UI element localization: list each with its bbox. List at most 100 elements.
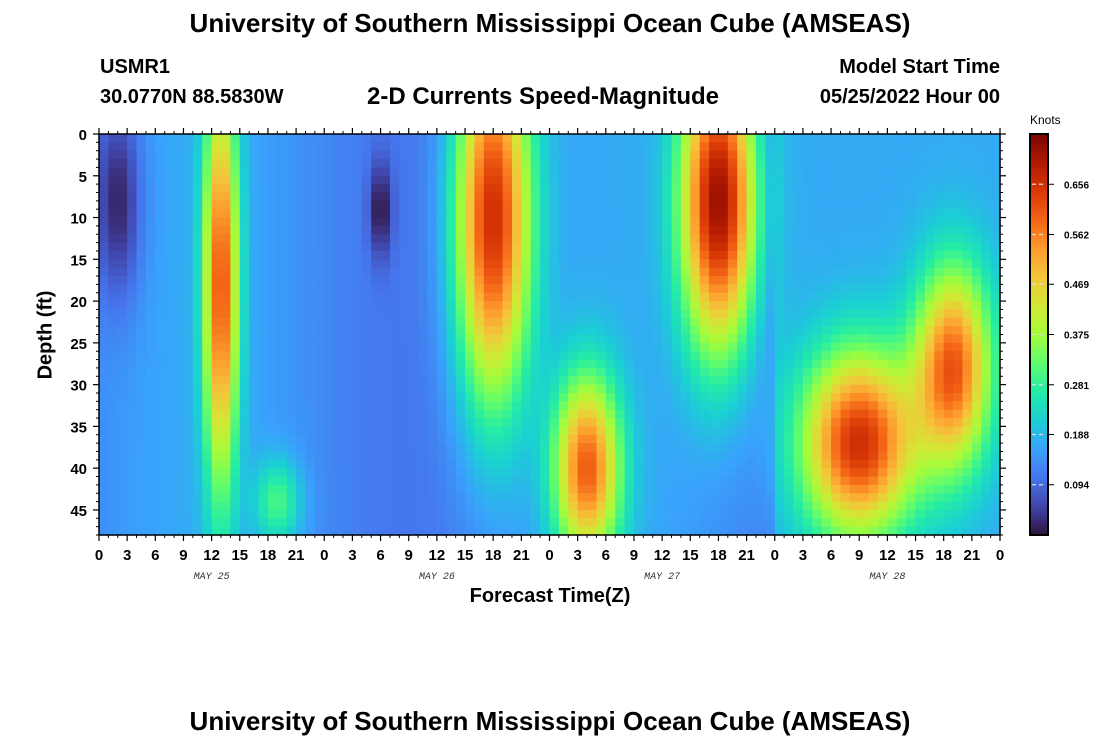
heatmap-cell bbox=[990, 192, 1001, 202]
heatmap-cell bbox=[127, 434, 138, 444]
heatmap-cell bbox=[915, 459, 926, 469]
heatmap-cell bbox=[859, 284, 870, 294]
heatmap-cell bbox=[934, 501, 945, 511]
heatmap-cell bbox=[615, 342, 626, 352]
heatmap-cell bbox=[305, 359, 316, 369]
heatmap-cell bbox=[690, 418, 701, 427]
heatmap-cell bbox=[906, 418, 917, 427]
heatmap-cell bbox=[389, 392, 400, 402]
heatmap-cell bbox=[615, 367, 626, 377]
heatmap-cell bbox=[277, 242, 288, 252]
heatmap-cell bbox=[389, 518, 400, 528]
heatmap-cell bbox=[380, 301, 391, 311]
heatmap-cell bbox=[690, 401, 701, 411]
heatmap-cell bbox=[596, 426, 607, 436]
heatmap-cell bbox=[483, 526, 494, 536]
heatmap-cell bbox=[427, 409, 438, 419]
heatmap-cell bbox=[699, 468, 710, 478]
heatmap-cell bbox=[352, 476, 363, 486]
heatmap-cell bbox=[493, 234, 504, 244]
heatmap-cell bbox=[840, 351, 851, 361]
heatmap-cell bbox=[408, 284, 419, 294]
heatmap-cell bbox=[408, 451, 419, 461]
heatmap-cell bbox=[765, 134, 776, 143]
heatmap-cell bbox=[465, 459, 476, 469]
heatmap-cell bbox=[953, 192, 964, 202]
heatmap-cell bbox=[568, 401, 579, 411]
heatmap-cell bbox=[99, 242, 109, 252]
heatmap-cell bbox=[183, 409, 194, 419]
heatmap-cell bbox=[577, 192, 588, 202]
heatmap-cell bbox=[568, 459, 579, 469]
heatmap-cell bbox=[915, 334, 926, 344]
heatmap-cell bbox=[643, 451, 654, 461]
heatmap-cell bbox=[727, 459, 738, 469]
heatmap-cell bbox=[896, 292, 907, 302]
heatmap-cell bbox=[127, 167, 138, 177]
heatmap-cell bbox=[896, 217, 907, 227]
heatmap-cell bbox=[577, 142, 588, 152]
heatmap-cell bbox=[774, 418, 785, 427]
x-tick-label: 21 bbox=[513, 547, 530, 564]
heatmap-cell bbox=[108, 484, 119, 494]
heatmap-cell bbox=[371, 292, 382, 302]
heatmap-cell bbox=[343, 376, 354, 386]
heatmap-cell bbox=[690, 392, 701, 402]
heatmap-cell bbox=[727, 409, 738, 419]
heatmap-cell bbox=[305, 401, 316, 411]
heatmap-cell bbox=[802, 518, 813, 528]
heatmap-cell bbox=[774, 359, 785, 369]
heatmap-cell bbox=[277, 175, 288, 185]
heatmap-cell bbox=[934, 259, 945, 269]
heatmap-cell bbox=[249, 326, 260, 336]
heatmap-cell bbox=[877, 250, 888, 260]
heatmap-cell bbox=[380, 526, 391, 536]
heatmap-cell bbox=[709, 225, 720, 235]
heatmap-cell bbox=[155, 184, 166, 194]
heatmap-cell bbox=[145, 167, 156, 177]
heatmap-cell bbox=[258, 159, 269, 169]
heatmap-cell bbox=[755, 292, 766, 302]
heatmap-cell bbox=[615, 167, 626, 177]
heatmap-cell bbox=[493, 276, 504, 285]
heatmap-cell bbox=[408, 334, 419, 344]
heatmap-cell bbox=[352, 150, 363, 160]
heatmap-cell bbox=[296, 476, 307, 486]
heatmap-cell bbox=[202, 367, 213, 377]
heatmap-cell bbox=[286, 342, 297, 352]
heatmap-cell bbox=[821, 359, 832, 369]
heatmap-cell bbox=[737, 509, 748, 519]
heatmap-cell bbox=[652, 142, 663, 152]
heatmap-cell bbox=[568, 451, 579, 461]
heatmap-cell bbox=[906, 501, 917, 511]
heatmap-cell bbox=[343, 317, 354, 327]
heatmap-cell bbox=[258, 392, 269, 402]
colorbar-tick-label: 0.188 bbox=[1064, 430, 1089, 441]
heatmap-cell bbox=[990, 518, 1001, 528]
heatmap-cell bbox=[540, 476, 551, 486]
heatmap-cell bbox=[530, 217, 541, 227]
heatmap-cell bbox=[333, 526, 344, 536]
heatmap-cell bbox=[887, 384, 898, 394]
heatmap-cell bbox=[596, 184, 607, 194]
heatmap-cell bbox=[727, 167, 738, 177]
heatmap-cell bbox=[108, 317, 119, 327]
heatmap-cell bbox=[117, 217, 128, 227]
heatmap-cell bbox=[211, 468, 222, 478]
heatmap-cell bbox=[540, 200, 551, 210]
heatmap-cell bbox=[455, 392, 466, 402]
heatmap-cell bbox=[849, 234, 860, 244]
heatmap-cell bbox=[108, 392, 119, 402]
heatmap-cell bbox=[971, 209, 982, 219]
heatmap-cell bbox=[174, 175, 185, 185]
heatmap-cell bbox=[145, 501, 156, 511]
heatmap-cell bbox=[924, 501, 935, 511]
heatmap-cell bbox=[174, 267, 185, 277]
heatmap-cell bbox=[333, 234, 344, 244]
heatmap-cell bbox=[305, 509, 316, 519]
heatmap-cell bbox=[615, 192, 626, 202]
heatmap-cell bbox=[793, 326, 804, 336]
heatmap-cell bbox=[371, 501, 382, 511]
heatmap-cell bbox=[981, 468, 992, 478]
heatmap-cell bbox=[192, 167, 203, 177]
